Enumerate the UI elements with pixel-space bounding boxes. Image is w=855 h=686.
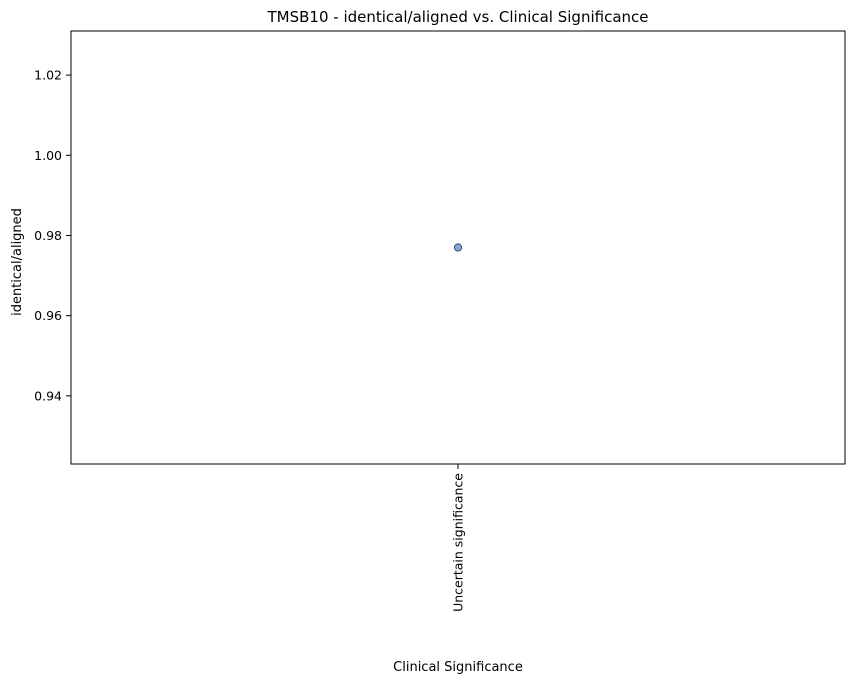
x-axis-ticks: Uncertain significance [451, 464, 466, 612]
plot-area: 0.94 0.96 0.98 1.00 1.02 Uncertain significa… [34, 30, 846, 612]
x-tick-label: Uncertain significance [451, 473, 466, 612]
y-tick-label: 1.02 [34, 68, 62, 83]
scatter-point [453, 243, 463, 252]
y-axis-label: identical/aligned [10, 208, 25, 316]
chart-title: TMSB10 - identical/aligned vs. Clinical … [267, 8, 649, 26]
x-axis-label: Clinical Significance [393, 660, 523, 675]
y-tick-label: 0.96 [34, 308, 62, 323]
y-tick-label: 1.00 [34, 148, 62, 163]
y-tick-label: 0.98 [34, 228, 62, 243]
data-points [453, 243, 463, 252]
y-tick-label: 0.94 [34, 388, 62, 403]
y-axis-ticks: 0.94 0.96 0.98 1.00 1.02 [34, 68, 71, 403]
